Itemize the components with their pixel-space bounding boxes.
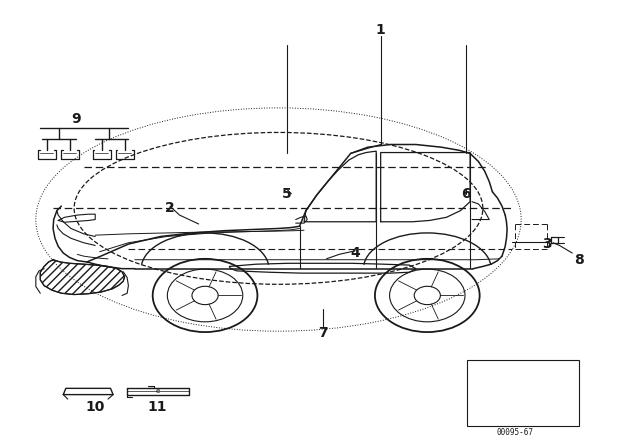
Text: 5: 5 (282, 187, 292, 201)
Text: e: e (156, 388, 160, 395)
Text: 10: 10 (86, 400, 105, 414)
Text: 6: 6 (461, 187, 470, 201)
Text: 11: 11 (147, 400, 167, 414)
Text: 8: 8 (575, 253, 584, 267)
Text: 9: 9 (71, 112, 81, 126)
Text: 2: 2 (165, 201, 175, 215)
Bar (467, 360, 579, 426)
Text: 4: 4 (350, 246, 360, 260)
Text: 3: 3 (542, 237, 552, 251)
Text: 00095-67: 00095-67 (496, 428, 533, 438)
Text: 7: 7 (318, 327, 328, 340)
Text: 1: 1 (376, 23, 385, 37)
